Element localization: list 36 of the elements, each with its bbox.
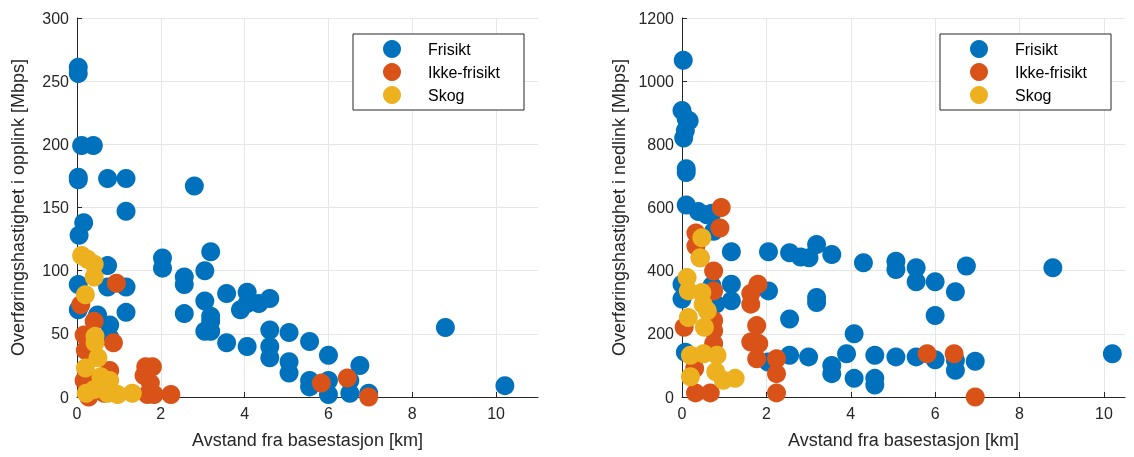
y-tick-label: 100 — [42, 262, 70, 280]
x-axis-title: Avstand fra basestasjon [km] — [788, 430, 1019, 450]
x-tick-label: 2 — [156, 404, 166, 422]
x-tick-label: 10 — [1095, 404, 1113, 422]
y-tick-label: 0 — [60, 388, 70, 406]
y-tick-label: 0 — [665, 388, 675, 406]
legend-label: Skog — [1015, 86, 1052, 104]
legend-label: Frisikt — [1015, 40, 1059, 58]
x-tick-label: 0 — [677, 404, 687, 422]
legend-label: Frisikt — [428, 40, 472, 58]
y-tick-label: 200 — [42, 135, 70, 153]
x-tick-label: 8 — [1015, 404, 1025, 422]
y-tick-label: 50 — [51, 325, 70, 343]
x-tick-label: 10 — [487, 404, 506, 422]
x-tick-label: 0 — [72, 404, 82, 422]
y-tick-label: 300 — [42, 9, 70, 27]
y-tick-label: 1200 — [638, 9, 675, 27]
legend-label: Ikke-frisikt — [428, 63, 501, 81]
x-tick-label: 4 — [240, 404, 250, 422]
x-tick-label: 4 — [846, 404, 856, 422]
y-tick-label: 1000 — [638, 72, 675, 90]
x-tick-label: 6 — [930, 404, 940, 422]
legend-label: Skog — [428, 86, 465, 104]
y-tick-label: 250 — [42, 72, 70, 90]
legend-label: Ikke-frisikt — [1015, 63, 1088, 81]
y-axis-title: Overføringshastighet i nedlink [Mbps] — [608, 58, 629, 357]
y-axis-title: Overføringshastighet i opplink [Mbps] — [8, 58, 28, 357]
x-tick-label: 8 — [407, 404, 417, 422]
y-tick-label: 800 — [647, 135, 675, 153]
y-tick-label: 150 — [42, 199, 70, 216]
x-axis-title: Avstand fra basestasjon [km] — [192, 430, 423, 450]
y-tick-label: 200 — [647, 325, 675, 343]
x-tick-label: 6 — [324, 404, 333, 422]
y-tick-label: 600 — [647, 199, 675, 216]
x-tick-label: 2 — [761, 404, 771, 422]
y-tick-label: 400 — [647, 262, 675, 280]
